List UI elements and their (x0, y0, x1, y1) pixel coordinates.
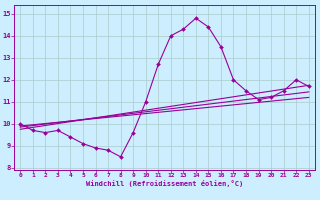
X-axis label: Windchill (Refroidissement éolien,°C): Windchill (Refroidissement éolien,°C) (86, 180, 243, 187)
